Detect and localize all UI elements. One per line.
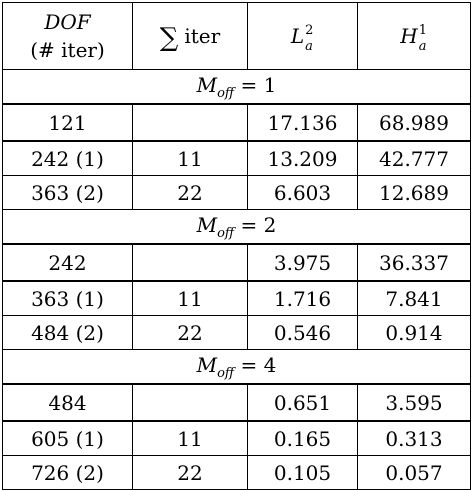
section-title-base: M: [196, 212, 218, 237]
section-title-subscript: off: [217, 365, 235, 381]
l2-error-cell: 17.136: [247, 103, 358, 142]
l2-error-cell: 0.165: [247, 420, 358, 456]
table-row: 121 17.136 68.989: [2, 103, 471, 142]
l2-error-cell: 0.546: [247, 315, 358, 350]
l2-error-cell: 1.716: [247, 280, 358, 316]
dof-cell: 121: [2, 103, 133, 142]
dof-cell: 242: [2, 243, 133, 282]
dof-cell: 605 (1): [2, 420, 133, 456]
table-row: 484 0.651 3.595: [2, 383, 471, 422]
h1-superscript: 1: [418, 23, 427, 38]
section-header-row: Moff = 1: [2, 69, 471, 105]
section-header-row: Moff = 2: [2, 209, 471, 245]
dof-cell: 484 (2): [2, 315, 133, 350]
h1-error-cell: 42.777: [357, 140, 471, 176]
section-title-base: M: [196, 72, 218, 97]
sum-iter-cell: 11: [132, 420, 248, 456]
l2-error-cell: 13.209: [247, 140, 358, 176]
l2-error-cell: 6.603: [247, 175, 358, 210]
dof-cell: 242 (1): [2, 140, 133, 176]
dof-cell: 363 (2): [2, 175, 133, 210]
sum-iter-cell: 22: [132, 455, 248, 490]
sum-iter-cell: 22: [132, 175, 248, 210]
h1-error-cell: 0.057: [357, 455, 471, 490]
table-row: 605 (1) 11 0.165 0.313: [2, 420, 471, 456]
section-title-base: M: [196, 352, 218, 377]
section-title-subscript: off: [217, 225, 235, 241]
table-row: 363 (2) 22 6.603 12.689: [2, 175, 471, 210]
h1-error-cell: 68.989: [357, 103, 471, 142]
section-title: Moff = 4: [2, 349, 471, 385]
l2-subscript: a: [305, 39, 313, 54]
table-row: 363 (1) 11 1.716 7.841: [2, 280, 471, 316]
h1-error-cell: 36.337: [357, 243, 471, 282]
table-row: 726 (2) 22 0.105 0.057: [2, 455, 471, 490]
section-header-row: Moff = 4: [2, 349, 471, 385]
sum-iter-label: iter: [184, 24, 221, 48]
sum-iter-cell: 22: [132, 315, 248, 350]
l2-base: L: [290, 24, 305, 48]
iter-count-label: (# iter): [30, 38, 105, 62]
sum-iter-cell: [132, 243, 248, 282]
sum-iter-cell: 11: [132, 140, 248, 176]
section-title: Moff = 1: [2, 69, 471, 105]
dof-cell: 726 (2): [2, 455, 133, 490]
table-row: 242 (1) 11 13.209 42.777: [2, 140, 471, 176]
section-title: Moff = 2: [2, 209, 471, 245]
l2-superscript: 2: [305, 23, 314, 38]
h1-error-cell: 0.313: [357, 420, 471, 456]
l2-error-cell: 3.975: [247, 243, 358, 282]
section-title-value: = 4: [234, 352, 277, 377]
h1-subscript: a: [418, 39, 427, 54]
sum-iter-cell: 11: [132, 280, 248, 316]
sum-iter-cell: [132, 103, 248, 142]
dof-column-header: DOF (# iter): [2, 2, 133, 70]
sum-symbol: ∑: [159, 23, 179, 53]
section-title-subscript: off: [217, 85, 235, 101]
h1-error-cell: 12.689: [357, 175, 471, 210]
table-row: 242 3.975 36.337: [2, 243, 471, 282]
section-title-value: = 1: [234, 72, 277, 97]
l2-error-cell: 0.105: [247, 455, 358, 490]
table-row: 484 (2) 22 0.546 0.914: [2, 315, 471, 350]
h1-error-cell: 0.914: [357, 315, 471, 350]
dof-cell: 484: [2, 383, 133, 422]
h1-base: H: [400, 24, 418, 48]
l2-error-cell: 0.651: [247, 383, 358, 422]
dof-label: DOF: [44, 10, 91, 34]
dof-cell: 363 (1): [2, 280, 133, 316]
h1-error-cell: 7.841: [357, 280, 471, 316]
h1-error-cell: 3.595: [357, 383, 471, 422]
sum-iter-cell: [132, 383, 248, 422]
table-body: Moff = 1 121 17.136 68.989 242 (1) 11 13.209 42…: [2, 69, 471, 490]
section-title-value: = 2: [234, 212, 277, 237]
sum-iter-column-header: ∑ iter: [132, 2, 248, 70]
